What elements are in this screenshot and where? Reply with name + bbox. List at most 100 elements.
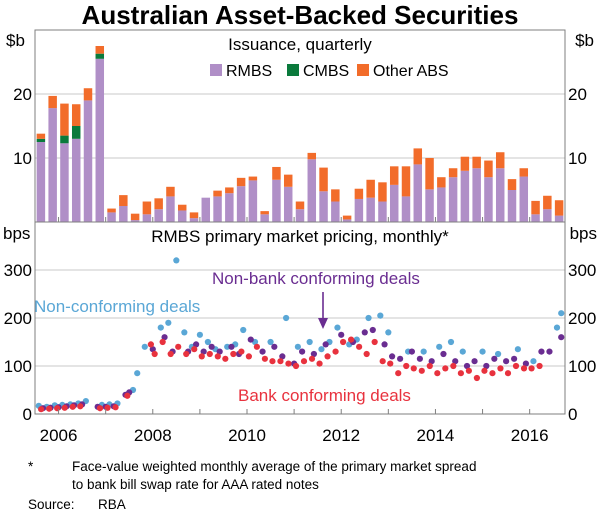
point-bank-conforming-deals <box>191 346 198 353</box>
bar-other-abs <box>130 213 140 221</box>
point-bank-conforming-deals <box>457 370 464 377</box>
point-bank-conforming-deals <box>285 360 292 367</box>
point-bank-conforming-deals <box>238 348 245 355</box>
point-bank-conforming-deals <box>332 348 339 355</box>
panel-title-pricing: RMBS primary market pricing, monthly* <box>151 227 449 246</box>
point-non-conforming-deals <box>240 326 247 334</box>
bar-rmbs <box>142 214 152 222</box>
point-non-bank-conforming-deals <box>193 341 200 348</box>
bar-rmbs <box>95 58 105 222</box>
bar-other-abs <box>495 152 505 169</box>
point-non-conforming-deals <box>558 310 565 317</box>
point-bank-conforming-deals <box>277 358 284 365</box>
y-tick-label-right: 100 <box>568 357 596 376</box>
point-bank-conforming-deals <box>497 365 504 372</box>
bar-other-abs <box>248 176 258 181</box>
point-bank-conforming-deals <box>340 338 347 346</box>
bar-rmbs <box>119 206 128 222</box>
point-non-conforming-deals <box>495 350 502 358</box>
bar-cmbs <box>71 126 81 139</box>
point-bank-conforming-deals <box>292 362 300 370</box>
bar-other-abs <box>437 177 446 188</box>
point-non-conforming-deals <box>157 324 164 331</box>
point-non-conforming-deals <box>141 343 148 350</box>
point-non-bank-conforming-deals <box>381 341 388 348</box>
point-bank-conforming-deals <box>308 355 316 362</box>
point-non-conforming-deals <box>553 324 561 331</box>
bar-other-abs <box>413 148 423 165</box>
x-tick-label: 2016 <box>511 426 549 445</box>
point-non-bank-conforming-deals <box>208 343 215 350</box>
bar-other-abs <box>189 212 199 219</box>
bar-rmbs <box>366 197 375 222</box>
bar-rmbs <box>472 168 481 222</box>
point-bank-conforming-deals <box>316 360 323 367</box>
point-non-conforming-deals <box>420 348 427 355</box>
bar-other-abs <box>83 88 93 101</box>
point-bank-conforming-deals <box>512 362 520 370</box>
point-bank-conforming-deals <box>230 350 237 358</box>
bar-rmbs <box>543 209 552 222</box>
point-non-conforming-deals <box>447 338 455 346</box>
bar-rmbs <box>554 215 564 222</box>
bar-other-abs <box>166 186 175 197</box>
point-bank-conforming-deals <box>348 336 355 343</box>
point-bank-conforming-deals <box>434 370 441 377</box>
point-non-bank-conforming-deals <box>389 353 396 360</box>
point-bank-conforming-deals <box>324 353 331 360</box>
point-non-bank-conforming-deals <box>416 355 423 362</box>
bar-other-abs <box>342 215 352 220</box>
x-tick-label: 2012 <box>322 426 360 445</box>
point-bank-conforming-deals <box>222 355 229 362</box>
point-bank-conforming-deals <box>426 362 433 370</box>
y-unit-right-top: $b <box>575 31 594 50</box>
bar-rmbs <box>507 190 517 222</box>
point-non-bank-conforming-deals <box>271 343 278 350</box>
bar-other-abs <box>331 189 340 202</box>
source-label: Source: <box>28 497 75 512</box>
point-bank-conforming-deals <box>54 405 61 412</box>
point-non-conforming-deals <box>514 346 521 353</box>
point-non-bank-conforming-deals <box>511 355 518 362</box>
bar-rmbs <box>389 184 399 222</box>
bar-rmbs <box>213 196 222 222</box>
x-tick-label: 2008 <box>134 426 172 445</box>
point-non-bank-conforming-deals <box>149 346 156 353</box>
bar-rmbs <box>295 209 305 222</box>
point-bank-conforming-deals <box>167 350 174 358</box>
panel-title-issuance: Issuance, quarterly <box>228 35 372 54</box>
x-tick-label: 2010 <box>228 426 266 445</box>
bar-rmbs <box>130 220 140 222</box>
point-non-bank-conforming-deals <box>428 358 435 365</box>
annotation-arrowhead <box>318 318 328 329</box>
point-non-bank-conforming-deals <box>338 331 345 338</box>
y-tick-label-left: 100 <box>4 357 32 376</box>
point-bank-conforming-deals <box>356 343 363 350</box>
legend-label: CMBS <box>303 63 349 80</box>
point-non-conforming-deals <box>294 343 301 350</box>
bar-other-abs <box>425 158 434 190</box>
bar-rmbs <box>177 210 187 222</box>
bar-rmbs <box>36 142 46 222</box>
point-bank-conforming-deals <box>69 403 76 410</box>
point-non-bank-conforming-deals <box>161 334 168 341</box>
point-bank-conforming-deals <box>261 355 269 362</box>
footnote-line-1: Face-value weighted monthly average of t… <box>72 459 477 474</box>
bar-other-abs <box>484 160 493 178</box>
bar-other-abs <box>531 200 540 215</box>
bar-rmbs <box>83 100 93 222</box>
point-bank-conforming-deals <box>418 367 425 374</box>
bar-other-abs <box>260 211 269 215</box>
bar-other-abs <box>307 152 317 160</box>
source-value: RBA <box>98 497 126 512</box>
bar-other-abs <box>36 133 46 139</box>
bar-other-abs <box>366 179 375 198</box>
point-non-conforming-deals <box>173 257 180 264</box>
point-bank-conforming-deals <box>371 338 378 346</box>
point-non-bank-conforming-deals <box>546 348 553 355</box>
footnote-line-2: to bank bill swap rate for AAA rated not… <box>72 477 319 492</box>
point-non-bank-conforming-deals <box>397 355 404 362</box>
point-non-bank-conforming-deals <box>322 341 329 348</box>
point-non-bank-conforming-deals <box>471 358 478 365</box>
bar-rmbs <box>413 164 423 222</box>
